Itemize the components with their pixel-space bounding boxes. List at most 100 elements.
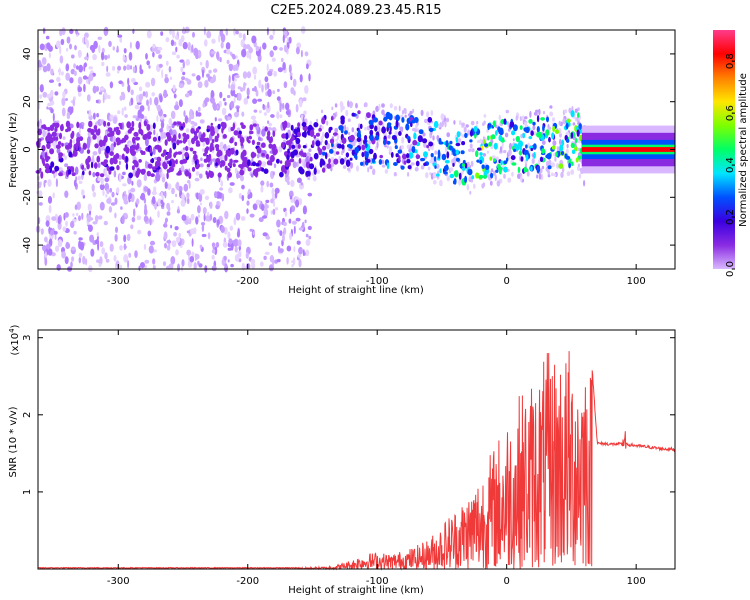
noise-speckle: [283, 81, 288, 89]
noise-speckle: [246, 87, 250, 97]
noise-speckle: [196, 112, 202, 117]
spectral-blob: [295, 137, 301, 145]
x-tick-label: -100: [366, 276, 389, 287]
noise-speckle: [270, 114, 275, 118]
spectral-blob: [203, 158, 208, 163]
noise-speckle: [87, 131, 91, 138]
spectral-blob: [208, 171, 214, 178]
noise-speckle: [547, 174, 551, 178]
noise-speckle: [150, 77, 156, 87]
spectral-blob: [319, 160, 323, 168]
noise-speckle: [489, 180, 493, 186]
spectral-blob: [503, 118, 507, 125]
noise-speckle: [140, 192, 146, 201]
noise-speckle: [50, 68, 54, 76]
spectral-blob: [211, 139, 215, 144]
noise-speckle: [226, 49, 231, 55]
noise-speckle: [424, 118, 428, 124]
spectral-blob: [285, 132, 289, 140]
noise-speckle: [175, 249, 179, 256]
noise-speckle: [261, 128, 266, 137]
spectral-blob: [190, 127, 195, 134]
noise-speckle: [98, 91, 103, 95]
spectral-blob: [359, 123, 363, 129]
noise-speckle: [186, 230, 191, 234]
spectral-blob: [48, 137, 54, 144]
spectral-blob: [536, 115, 540, 123]
noise-speckle: [108, 206, 113, 213]
spectral-blob: [340, 115, 345, 121]
noise-speckle: [130, 187, 136, 193]
noise-speckle: [225, 28, 229, 36]
y-tick-label: 1: [22, 489, 33, 495]
noise-speckle: [283, 227, 287, 235]
y-tick-label: 0: [22, 146, 33, 152]
spectral-blob: [381, 126, 386, 134]
spectral-blob: [498, 166, 502, 175]
spectral-blob: [408, 152, 414, 159]
spectral-blob: [329, 148, 334, 154]
noise-speckle: [427, 166, 431, 171]
noise-speckle: [291, 260, 296, 264]
spectral-blob: [341, 137, 347, 144]
noise-speckle: [381, 159, 385, 165]
noise-speckle: [43, 180, 46, 188]
noise-speckle: [140, 262, 145, 269]
noise-speckle: [166, 183, 172, 190]
spectral-blob: [570, 110, 575, 118]
spectral-blob: [128, 172, 134, 179]
noise-speckle: [334, 127, 339, 133]
noise-speckle: [202, 141, 206, 147]
spectral-blob: [541, 148, 546, 154]
noise-speckle: [148, 245, 154, 254]
noise-speckle: [367, 167, 370, 173]
noise-speckle: [295, 46, 300, 55]
noise-speckle: [146, 60, 150, 66]
noise-speckle: [118, 80, 123, 85]
noise-speckle: [230, 88, 236, 97]
noise-speckle: [381, 164, 386, 168]
noise-speckle: [100, 51, 105, 61]
colorbar-tick-label: 0.2: [725, 209, 736, 225]
spectral-blob: [279, 171, 284, 178]
spectral-blob: [149, 146, 153, 154]
snr-x-label: Height of straight line (km): [288, 585, 424, 596]
noise-speckle: [479, 138, 482, 144]
noise-speckle: [364, 102, 368, 108]
spectrogram-x-label: Height of straight line (km): [288, 285, 424, 296]
spectral-blob: [487, 135, 490, 141]
noise-speckle: [108, 40, 112, 48]
noise-speckle: [175, 46, 178, 53]
spectral-blob: [102, 161, 107, 167]
spectral-blob: [146, 170, 151, 177]
spectral-blob: [88, 170, 92, 176]
spectral-blob: [566, 138, 570, 143]
noise-speckle: [216, 51, 220, 60]
spectral-blob: [116, 164, 120, 171]
noise-speckle: [78, 252, 83, 258]
spectral-blob: [337, 143, 342, 149]
colorbar-tick-label: 0.0: [725, 261, 736, 277]
spectral-blob: [239, 136, 245, 144]
noise-speckle: [92, 155, 95, 163]
spectral-blob: [332, 132, 338, 136]
spectral-blob: [503, 166, 508, 173]
spectral-blob: [341, 144, 345, 150]
noise-speckle: [235, 30, 240, 35]
noise-speckle: [309, 120, 313, 126]
noise-speckle: [209, 78, 215, 84]
spectral-blob: [58, 153, 62, 159]
noise-speckle: [393, 172, 397, 177]
spectral-blob: [206, 125, 210, 130]
spectral-blob: [249, 130, 254, 135]
noise-speckle: [78, 122, 83, 129]
noise-speckle: [129, 101, 132, 107]
noise-speckle: [134, 104, 140, 110]
noise-speckle: [204, 97, 210, 103]
spectral-blob: [39, 167, 42, 172]
spectral-blob: [372, 114, 376, 119]
noise-speckle: [369, 165, 373, 170]
spectral-blob: [183, 138, 188, 143]
spectral-blob: [420, 157, 426, 162]
